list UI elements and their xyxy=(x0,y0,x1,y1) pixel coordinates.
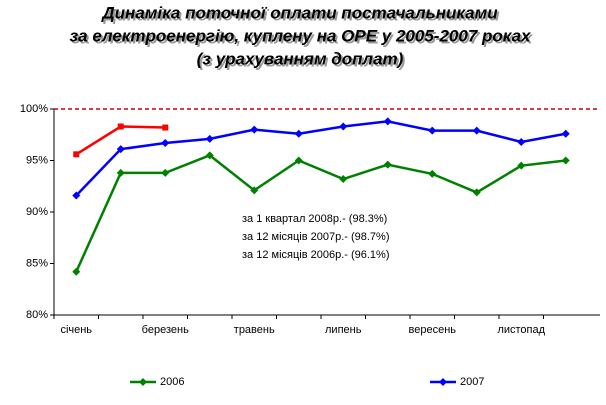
legend-label: 2006 xyxy=(160,376,184,388)
x-tick-label: листопад xyxy=(497,324,545,336)
y-tick-label: 85% xyxy=(26,257,48,269)
y-tick-label: 100% xyxy=(20,103,48,115)
marker xyxy=(472,188,481,197)
x-tick-label: травень xyxy=(234,324,275,336)
series-line xyxy=(75,120,566,197)
marker xyxy=(162,124,169,131)
annotation: за 1 квартал 2008р.- (98.3%) xyxy=(242,213,387,225)
marker xyxy=(205,134,214,143)
annotation: за 12 місяців 2007р.- (98.7%) xyxy=(242,231,390,243)
x-tick-label: вересень xyxy=(409,324,457,336)
chart-title: за електроенергію, куплену на ОРЕ у 2005… xyxy=(69,26,532,45)
marker xyxy=(250,186,259,195)
marker xyxy=(294,129,303,138)
x-tick-label: січень xyxy=(60,324,92,336)
marker xyxy=(250,125,259,134)
marker xyxy=(139,378,147,386)
marker xyxy=(439,378,447,386)
annotation: за 12 місяців 2006р.- (96.1%) xyxy=(242,249,390,261)
marker xyxy=(383,117,392,126)
marker xyxy=(339,122,348,131)
marker xyxy=(161,138,170,147)
y-tick-label: 80% xyxy=(26,309,48,321)
y-tick-label: 90% xyxy=(26,206,48,218)
marker xyxy=(116,145,125,154)
marker xyxy=(428,126,437,135)
marker xyxy=(161,168,170,177)
marker xyxy=(116,168,125,177)
marker xyxy=(383,160,392,169)
marker xyxy=(339,175,348,184)
chart-title: Динаміка поточної оплати постачальниками xyxy=(100,3,498,22)
marker xyxy=(294,156,303,165)
x-tick-label: березень xyxy=(142,324,189,336)
marker xyxy=(561,129,570,138)
marker xyxy=(517,137,526,146)
x-tick-label: липень xyxy=(325,324,362,336)
marker xyxy=(472,126,481,135)
legend-label: 2007 xyxy=(460,376,484,388)
marker xyxy=(517,161,526,170)
chart-subtitle: (з урахуванням доплат) xyxy=(197,49,404,68)
marker xyxy=(117,123,124,130)
marker xyxy=(205,151,214,160)
series-line xyxy=(75,153,566,273)
marker xyxy=(72,191,81,200)
marker xyxy=(561,156,570,165)
y-tick-label: 95% xyxy=(26,154,48,166)
marker xyxy=(73,151,80,158)
marker xyxy=(72,267,81,276)
marker xyxy=(428,169,437,178)
